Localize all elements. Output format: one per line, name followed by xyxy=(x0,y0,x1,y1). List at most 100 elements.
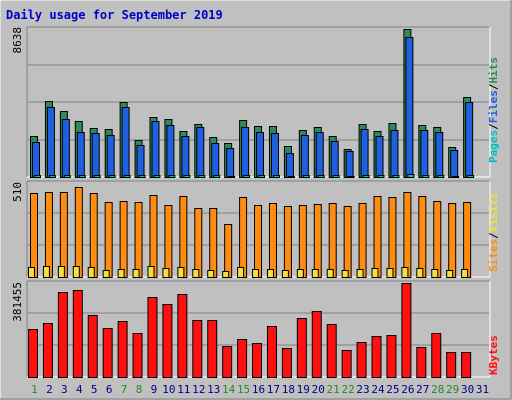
pages-bar xyxy=(48,175,56,178)
kbytes-bar xyxy=(326,324,337,378)
x-axis-day-labels: 1 2 3 4 5 6 7 8 9 10 11 12 13 14 15 16 17 18 19 20 21 22 23 24 2… xyxy=(31,383,489,396)
visits-bar xyxy=(296,269,304,278)
visits-bar xyxy=(386,268,394,278)
files-bar xyxy=(196,127,205,178)
visits-bar xyxy=(162,268,170,278)
sites-bar xyxy=(134,202,143,278)
sites-bar xyxy=(388,197,397,278)
kbytes-panel xyxy=(26,280,491,378)
kbytes-bar xyxy=(177,294,188,378)
day-label: 28 xyxy=(431,383,444,396)
pages-bar xyxy=(153,175,161,178)
sites-bar xyxy=(254,205,263,278)
visits-bar xyxy=(222,271,230,278)
files-bar xyxy=(315,132,324,178)
visits-bar xyxy=(117,269,125,278)
sites-bar xyxy=(194,208,203,278)
files-bar xyxy=(181,136,190,178)
legend-pages: Pages xyxy=(487,130,500,163)
kbytes-bar xyxy=(237,339,248,378)
sites-bar xyxy=(268,203,277,278)
day-label: 10 xyxy=(162,383,175,396)
pages-bar xyxy=(243,175,251,178)
sites-bar xyxy=(313,204,322,278)
files-bar xyxy=(76,132,85,178)
pages-bar xyxy=(452,176,460,178)
kbytes-bar xyxy=(401,283,412,378)
kbytes-bar xyxy=(132,333,143,378)
kbytes-bar xyxy=(296,318,307,378)
sites-bar xyxy=(239,197,248,278)
sites-visits-panel xyxy=(26,180,491,278)
sites-bar xyxy=(328,203,337,278)
kbytes-bar xyxy=(341,350,352,378)
sites-bar xyxy=(209,208,218,278)
visits-bar xyxy=(356,269,364,278)
sites-bar xyxy=(418,196,427,278)
sites-bar xyxy=(164,205,173,278)
visits-bar xyxy=(431,269,439,278)
kbytes-bar xyxy=(281,348,292,378)
hits-files-pages-panel xyxy=(26,26,491,178)
visits-bar xyxy=(28,267,35,278)
pages-bar xyxy=(34,175,41,178)
kbytes-bar xyxy=(28,329,38,378)
pages-bar xyxy=(93,175,101,178)
files-bar xyxy=(360,129,369,178)
files-bar xyxy=(330,141,339,178)
day-label: 30 xyxy=(461,383,474,396)
pages-bar xyxy=(407,174,415,178)
pages-bar xyxy=(287,176,295,178)
files-bar xyxy=(450,150,459,178)
hits-side-legend: Pages/Files/Hits xyxy=(487,57,500,163)
pages-bar xyxy=(317,175,325,178)
files-bar xyxy=(256,132,265,178)
day-label: 18 xyxy=(282,383,295,396)
day-label: 20 xyxy=(312,383,325,396)
visits-bar xyxy=(72,266,80,278)
day-label: 4 xyxy=(76,383,83,396)
visits-bar xyxy=(266,269,274,278)
visits-bar xyxy=(177,267,185,278)
day-label: 6 xyxy=(106,383,113,396)
legend-kbytes: KBytes xyxy=(487,335,500,375)
day-label: 19 xyxy=(297,383,310,396)
kbytes-bar xyxy=(371,336,382,378)
day-label: 29 xyxy=(446,383,459,396)
hits-ytick-label: 8638 xyxy=(11,27,24,54)
visits-bar xyxy=(132,269,140,278)
kbytes-bar xyxy=(416,347,427,378)
sites-bar xyxy=(59,192,68,278)
kbytes-bar xyxy=(117,321,128,378)
sites-bar xyxy=(298,205,307,278)
sites-ytick-label: 510 xyxy=(11,182,24,202)
pages-bar xyxy=(437,175,445,178)
kbytes-bar xyxy=(162,304,173,378)
visits-bar xyxy=(401,267,409,278)
kbytes-bar xyxy=(311,311,322,378)
pages-bar xyxy=(198,175,206,178)
visits-bar xyxy=(42,266,50,278)
pages-bar xyxy=(228,176,236,178)
day-label: 9 xyxy=(151,383,158,396)
files-bar xyxy=(345,151,354,178)
kbytes-bar xyxy=(446,352,457,378)
pages-bar xyxy=(377,175,385,178)
visits-bar xyxy=(461,269,469,278)
files-bar xyxy=(46,107,55,178)
visits-bar xyxy=(281,270,289,278)
legend-sites: Sites xyxy=(487,239,500,272)
legend-visits: Visits xyxy=(487,193,500,233)
visits-bar xyxy=(311,269,319,278)
day-label: 16 xyxy=(252,383,265,396)
visits-bar xyxy=(87,267,95,278)
kbytes-bar xyxy=(461,352,472,378)
files-bar xyxy=(166,125,175,178)
pages-bar xyxy=(362,175,370,178)
visits-bar xyxy=(371,268,379,278)
sites-bar xyxy=(283,206,292,278)
kbytes-bar xyxy=(207,320,218,378)
day-label: 5 xyxy=(91,383,98,396)
visits-bar xyxy=(446,270,454,278)
sites-bar xyxy=(463,202,472,278)
